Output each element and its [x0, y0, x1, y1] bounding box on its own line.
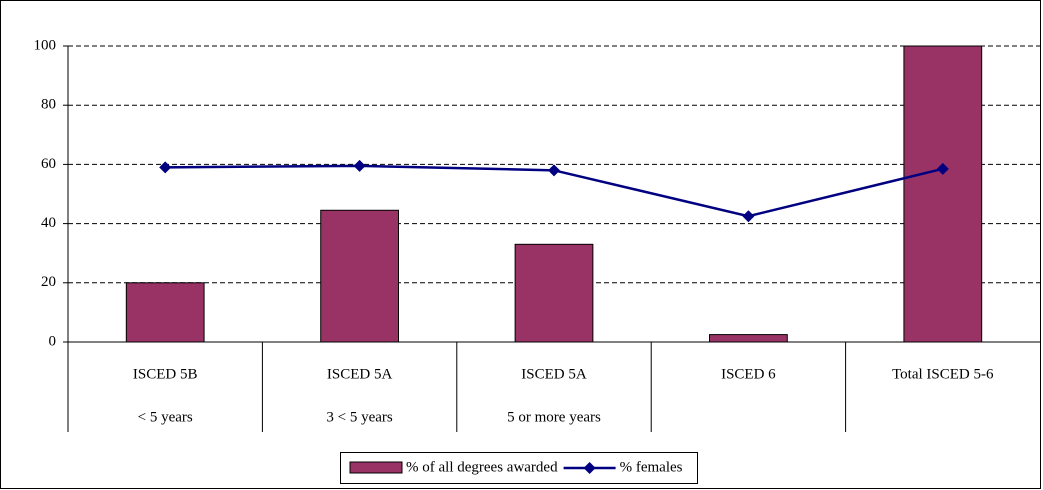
- y-tick-label: 100: [34, 37, 57, 53]
- x-tick-label: ISCED 6: [721, 366, 776, 382]
- x-tick-sublabel: 3 < 5 years: [326, 409, 393, 425]
- x-tick-label: ISCED 5B: [133, 366, 198, 382]
- marker: [353, 159, 366, 172]
- legend-marker: [583, 462, 596, 474]
- bar: [903, 45, 983, 343]
- x-tick-label: Total ISCED 5-6: [892, 366, 994, 382]
- x-tick-sublabel: < 5 years: [138, 409, 193, 425]
- x-tick-label: ISCED 5A: [327, 366, 393, 382]
- y-tick-label: 20: [41, 274, 56, 290]
- bar: [320, 209, 399, 343]
- y-tick-label: 60: [41, 156, 56, 172]
- marker: [548, 164, 560, 177]
- legend-label: % of all degrees awarded: [406, 459, 558, 475]
- marker: [936, 162, 949, 175]
- bar: [514, 243, 594, 343]
- y-tick-label: 0: [49, 333, 57, 349]
- marker: [159, 161, 172, 174]
- x-tick-label: ISCED 5A: [521, 366, 587, 382]
- marker: [742, 210, 755, 223]
- y-tick-label: 80: [41, 97, 56, 113]
- legend-label: % females: [620, 459, 683, 475]
- bar: [709, 334, 788, 343]
- legend-swatch: [349, 461, 403, 474]
- legend: % of all degrees awarded % females: [340, 452, 698, 484]
- bar: [125, 282, 205, 343]
- y-tick-label: 40: [41, 215, 56, 231]
- x-tick-sublabel: 5 or more years: [507, 409, 601, 425]
